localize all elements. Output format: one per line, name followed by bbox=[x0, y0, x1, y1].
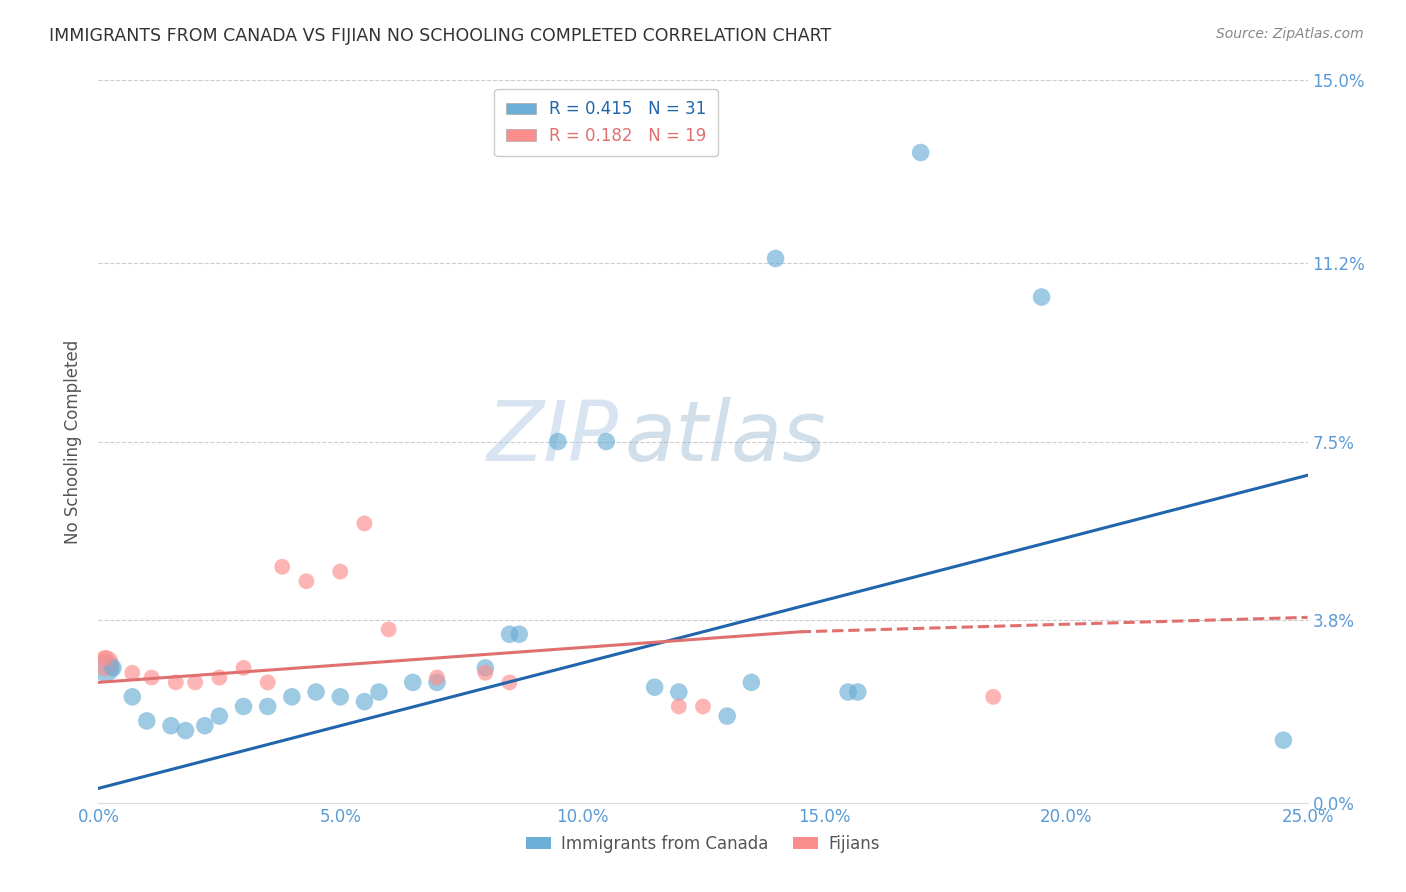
Point bbox=[377, 623, 399, 637]
Point bbox=[121, 690, 143, 704]
Text: Source: ZipAtlas.com: Source: ZipAtlas.com bbox=[1216, 27, 1364, 41]
Point bbox=[208, 671, 231, 685]
Point bbox=[135, 714, 157, 728]
Point bbox=[837, 685, 859, 699]
Point bbox=[668, 685, 690, 699]
Point bbox=[295, 574, 318, 589]
Point bbox=[547, 434, 569, 449]
Point bbox=[692, 699, 714, 714]
Point bbox=[474, 665, 496, 680]
Text: atlas: atlas bbox=[624, 398, 827, 478]
Point bbox=[508, 627, 530, 641]
Point bbox=[271, 559, 294, 574]
Point bbox=[184, 675, 207, 690]
Y-axis label: No Schooling Completed: No Schooling Completed bbox=[63, 340, 82, 543]
Point bbox=[426, 671, 449, 685]
Point bbox=[498, 675, 520, 690]
Point bbox=[305, 685, 328, 699]
Point bbox=[121, 665, 143, 680]
Point bbox=[353, 695, 375, 709]
Point bbox=[353, 516, 375, 531]
Point bbox=[498, 627, 520, 641]
Point bbox=[716, 709, 738, 723]
Point bbox=[174, 723, 197, 738]
Point bbox=[101, 661, 124, 675]
Point bbox=[368, 685, 391, 699]
Point bbox=[1031, 290, 1053, 304]
Point bbox=[474, 661, 496, 675]
Point bbox=[256, 675, 278, 690]
Legend: Immigrants from Canada, Fijians: Immigrants from Canada, Fijians bbox=[519, 828, 887, 860]
Point bbox=[668, 699, 690, 714]
Point bbox=[426, 675, 449, 690]
Point bbox=[160, 719, 183, 733]
Point bbox=[329, 565, 352, 579]
Point bbox=[141, 671, 163, 685]
Point bbox=[194, 719, 217, 733]
Point bbox=[165, 675, 187, 690]
Point bbox=[740, 675, 762, 690]
Point bbox=[232, 661, 254, 675]
Point bbox=[644, 680, 666, 694]
Point bbox=[232, 699, 254, 714]
Text: IMMIGRANTS FROM CANADA VS FIJIAN NO SCHOOLING COMPLETED CORRELATION CHART: IMMIGRANTS FROM CANADA VS FIJIAN NO SCHO… bbox=[49, 27, 831, 45]
Point bbox=[94, 656, 117, 670]
Point bbox=[256, 699, 278, 714]
Text: ZIP: ZIP bbox=[486, 398, 619, 478]
Point bbox=[94, 651, 117, 665]
Point bbox=[910, 145, 932, 160]
Point bbox=[94, 661, 117, 675]
Point bbox=[281, 690, 304, 704]
Point bbox=[595, 434, 617, 449]
Point bbox=[208, 709, 231, 723]
Point bbox=[329, 690, 352, 704]
Point bbox=[402, 675, 425, 690]
Point bbox=[1272, 733, 1295, 747]
Point bbox=[765, 252, 787, 266]
Point bbox=[981, 690, 1004, 704]
Point bbox=[846, 685, 869, 699]
